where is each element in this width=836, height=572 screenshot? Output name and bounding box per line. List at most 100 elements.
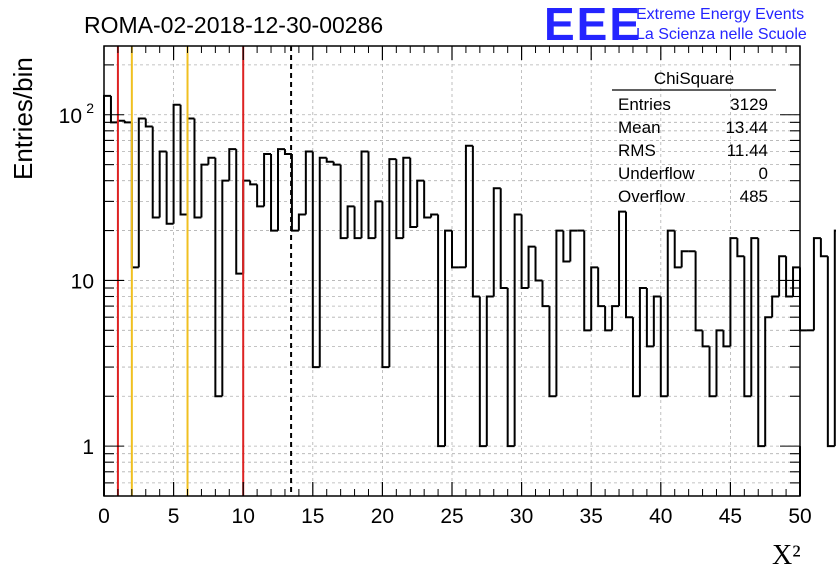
histogram-bin <box>381 201 390 369</box>
histogram-bin <box>743 256 752 398</box>
stats-label-mean: Mean <box>618 118 661 137</box>
histogram-bin <box>513 213 522 447</box>
histogram-bin <box>471 145 480 298</box>
histogram-bin <box>792 266 800 297</box>
stats-value-overflow: 485 <box>740 187 768 206</box>
histogram-bin <box>652 295 661 347</box>
stats-value-mean: 13.44 <box>725 118 768 137</box>
histogram-bin <box>263 152 272 207</box>
histogram-bin <box>625 211 633 319</box>
histogram-bin <box>833 229 836 447</box>
y-tick-label: 10 <box>59 105 82 128</box>
histogram-bin <box>638 287 647 397</box>
histogram-bin <box>520 214 529 290</box>
histogram-bin <box>826 256 835 448</box>
histogram-bin <box>569 229 578 262</box>
histogram-bin <box>256 184 265 208</box>
histogram-bin <box>659 296 668 398</box>
histogram-bin <box>722 330 731 348</box>
histogram-bin <box>694 251 703 332</box>
histogram-bin <box>534 246 543 282</box>
histogram-bin <box>193 118 202 219</box>
x-tick-label: 15 <box>301 505 324 528</box>
histogram-bin <box>332 161 341 166</box>
histogram-bin <box>464 144 473 268</box>
logo-line-1: Extreme Energy Events <box>636 6 804 23</box>
stats-value-underflow: 0 <box>759 164 768 183</box>
histogram-bin <box>611 305 620 331</box>
histogram-bin <box>645 288 654 348</box>
eee-logo: EEE Extreme Energy Events La Scienza nel… <box>544 0 807 50</box>
stats-label-overflow: Overflow <box>618 187 686 206</box>
stats-label-underflow: Underflow <box>618 164 695 183</box>
histogram-bin <box>395 159 404 240</box>
y-tick-label: 1 <box>82 436 94 459</box>
histogram-bin <box>729 237 738 347</box>
histogram-bin <box>555 229 564 397</box>
histogram-bin <box>388 158 397 368</box>
stats-box: ChiSquare Entries 3129 Mean 13.44 RMS 11… <box>612 69 776 206</box>
histogram-bin <box>750 237 759 397</box>
x-tick-label: 10 <box>232 505 255 528</box>
histogram-bin <box>318 156 327 368</box>
histogram-bin <box>346 205 355 239</box>
histogram-bin <box>715 329 724 397</box>
histogram-bin <box>485 295 494 447</box>
histogram-bin <box>311 151 320 369</box>
histogram-bin <box>527 245 536 289</box>
histogram-bin <box>499 188 508 290</box>
reference-lines <box>116 46 293 496</box>
histogram-bin <box>179 104 188 216</box>
histogram-bin <box>165 151 174 225</box>
histogram-bin <box>297 213 306 231</box>
x-tick-label: 5 <box>168 505 180 528</box>
stats-title: ChiSquare <box>654 69 734 88</box>
histogram-bin <box>144 118 153 128</box>
histogram-bin <box>409 157 418 229</box>
histogram-bin <box>548 306 557 398</box>
histogram-bin <box>819 238 828 258</box>
histogram-bin <box>207 156 216 165</box>
histogram-bin <box>444 229 452 447</box>
stats-value-entries: 3129 <box>730 95 768 114</box>
histogram-bin <box>764 316 773 447</box>
eee-logo-mark: EEE <box>544 0 642 50</box>
histogram-bin <box>778 255 787 297</box>
histogram-bin <box>771 295 780 318</box>
x-tick-label: 50 <box>788 505 811 528</box>
x-axis-label: X² <box>772 540 801 571</box>
histogram-bin <box>123 120 132 124</box>
histogram-bin <box>708 346 717 398</box>
histogram-bin <box>680 250 689 268</box>
histogram-bin <box>402 156 411 239</box>
stats-label-rms: RMS <box>618 141 656 160</box>
histogram-bin <box>437 214 446 448</box>
histogram-bin <box>270 153 278 232</box>
histogram-bin <box>214 157 223 398</box>
histogram-bin <box>151 126 160 219</box>
histogram-bin <box>597 267 606 308</box>
histogram-bin <box>562 230 571 263</box>
histogram-bin <box>325 157 334 163</box>
histogram-bin <box>541 280 550 308</box>
histogram-bin <box>221 179 230 397</box>
histogram-bin <box>339 164 348 240</box>
y-tick-exponent: 2 <box>86 100 94 116</box>
histogram-bin <box>506 288 515 448</box>
histogram-bin <box>283 149 292 155</box>
x-tick-label: 20 <box>371 505 394 528</box>
histogram-bin <box>353 206 362 240</box>
histogram-bin <box>618 210 626 307</box>
x-tick-label: 30 <box>510 505 533 528</box>
histogram-bin <box>374 200 383 239</box>
x-tick-label: 0 <box>98 505 110 528</box>
histogram-bin <box>430 213 439 218</box>
stats-value-rms: 11.44 <box>727 141 768 160</box>
histogram-bin <box>200 163 209 218</box>
histogram-bin <box>249 180 258 186</box>
histogram-bin <box>304 150 313 215</box>
histogram-bin <box>367 151 376 240</box>
histogram-bin <box>604 306 613 332</box>
